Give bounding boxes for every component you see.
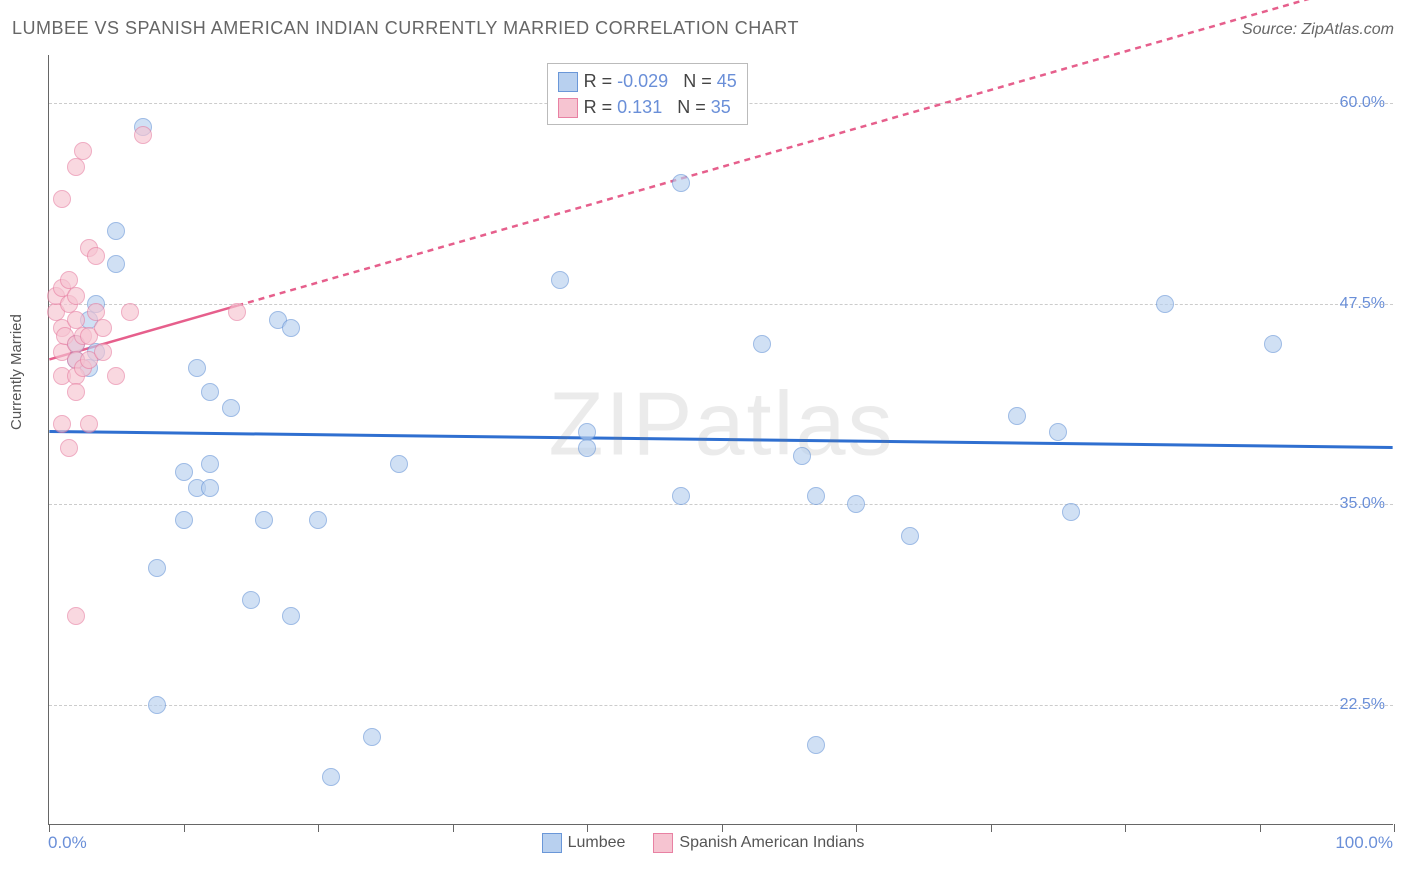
y-tick-label: 35.0% — [1340, 495, 1385, 513]
data-point — [847, 495, 865, 513]
data-point — [201, 455, 219, 473]
x-tick — [184, 824, 185, 832]
stats-row: R = 0.131 N = 35 — [558, 94, 737, 120]
legend-swatch — [653, 833, 673, 853]
data-point — [53, 415, 71, 433]
data-point — [1049, 423, 1067, 441]
data-point — [282, 607, 300, 625]
x-tick — [587, 824, 588, 832]
gridline — [49, 705, 1393, 706]
data-point — [80, 415, 98, 433]
legend-label: Spanish American Indians — [679, 834, 864, 851]
data-point — [309, 511, 327, 529]
y-tick-label: 22.5% — [1340, 696, 1385, 714]
legend-label: Lumbee — [568, 834, 626, 851]
legend-item: Lumbee — [542, 833, 626, 853]
x-tick — [856, 824, 857, 832]
chart-source: Source: ZipAtlas.com — [1242, 21, 1394, 39]
data-point — [793, 447, 811, 465]
data-point — [901, 527, 919, 545]
x-tick — [318, 824, 319, 832]
data-point — [363, 728, 381, 746]
y-tick-label: 60.0% — [1340, 94, 1385, 112]
data-point — [87, 247, 105, 265]
data-point — [201, 383, 219, 401]
data-point — [753, 335, 771, 353]
data-point — [67, 383, 85, 401]
watermark: ZIPatlas — [548, 373, 894, 476]
legend-item: Spanish American Indians — [653, 833, 864, 853]
x-tick — [453, 824, 454, 832]
data-point — [53, 190, 71, 208]
data-point — [67, 607, 85, 625]
data-point — [672, 487, 690, 505]
legend-swatch — [558, 72, 578, 92]
data-point — [107, 222, 125, 240]
data-point — [67, 287, 85, 305]
data-point — [94, 343, 112, 361]
gridline — [49, 304, 1393, 305]
legend-swatch — [558, 98, 578, 118]
data-point — [201, 479, 219, 497]
y-axis-label: Currently Married — [8, 314, 25, 430]
data-point — [282, 319, 300, 337]
stat-N: 45 — [717, 71, 737, 91]
data-point — [60, 439, 78, 457]
data-point — [807, 736, 825, 754]
stat-R: -0.029 — [617, 71, 668, 91]
data-point — [1156, 295, 1174, 313]
data-point — [390, 455, 408, 473]
y-tick-label: 47.5% — [1340, 295, 1385, 313]
chart-title: LUMBEE VS SPANISH AMERICAN INDIAN CURREN… — [12, 18, 799, 39]
data-point — [121, 303, 139, 321]
data-point — [134, 126, 152, 144]
data-point — [175, 511, 193, 529]
data-point — [94, 319, 112, 337]
legend-bottom: Lumbee Spanish American Indians — [0, 833, 1406, 853]
data-point — [107, 367, 125, 385]
data-point — [242, 591, 260, 609]
legend-swatch — [542, 833, 562, 853]
data-point — [175, 463, 193, 481]
stats-row: R = -0.029 N = 45 — [558, 68, 737, 94]
data-point — [578, 439, 596, 457]
x-tick — [722, 824, 723, 832]
data-point — [551, 271, 569, 289]
x-tick — [991, 824, 992, 832]
data-point — [148, 559, 166, 577]
data-point — [228, 303, 246, 321]
x-tick — [1260, 824, 1261, 832]
data-point — [807, 487, 825, 505]
data-point — [1062, 503, 1080, 521]
data-point — [1264, 335, 1282, 353]
data-point — [255, 511, 273, 529]
data-point — [322, 768, 340, 786]
data-point — [107, 255, 125, 273]
data-point — [188, 359, 206, 377]
stats-legend-box: R = -0.029 N = 45R = 0.131 N = 35 — [547, 63, 748, 125]
stat-N: 35 — [711, 97, 731, 117]
stat-R: 0.131 — [617, 97, 662, 117]
data-point — [148, 696, 166, 714]
x-tick — [49, 824, 50, 832]
data-point — [672, 174, 690, 192]
data-point — [74, 142, 92, 160]
data-point — [222, 399, 240, 417]
x-tick — [1394, 824, 1395, 832]
x-tick — [1125, 824, 1126, 832]
gridline — [49, 504, 1393, 505]
data-point — [1008, 407, 1026, 425]
data-point — [67, 158, 85, 176]
scatter-plot-area: 22.5% 35.0% 47.5% 60.0% ZIPatlas R = -0.029 N… — [48, 55, 1393, 825]
